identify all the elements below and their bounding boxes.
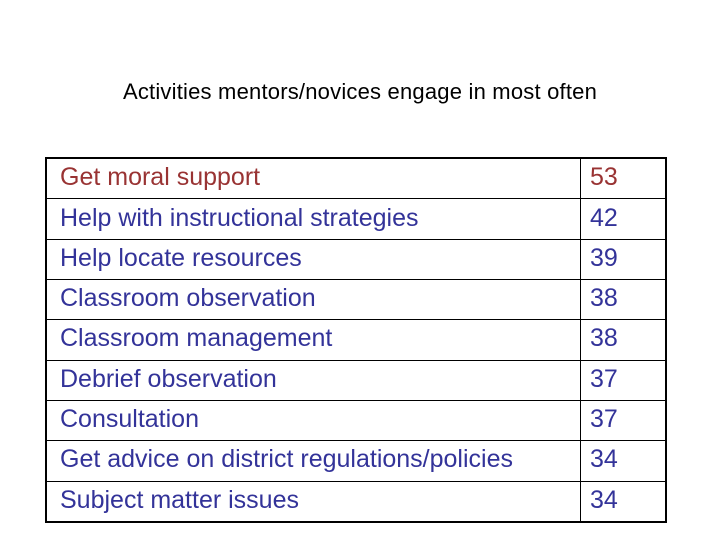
activity-cell: Consultation xyxy=(45,399,581,442)
count-cell: 34 xyxy=(580,480,667,523)
table-row: Get advice on district regulations/polic… xyxy=(45,440,667,482)
table-row: Help with instructional strategies 42 xyxy=(45,198,667,240)
activity-cell: Classroom observation xyxy=(45,279,581,321)
activity-cell: Subject matter issues xyxy=(45,480,581,523)
slide-title: Activities mentors/novices engage in mos… xyxy=(122,79,598,104)
count-cell: 39 xyxy=(580,238,667,281)
table-row: Debrief observation 37 xyxy=(45,359,667,401)
table-row: Classroom observation 38 xyxy=(45,279,667,321)
count-cell: 37 xyxy=(580,359,667,401)
table-row: Help locate resources 39 xyxy=(45,238,667,281)
activity-cell: Classroom management xyxy=(45,319,581,361)
count-cell: 38 xyxy=(580,319,667,361)
count-cell: 37 xyxy=(580,399,667,442)
activity-cell: Get moral support xyxy=(45,157,581,200)
activities-table-body: Get moral support 53 Help with instruction… xyxy=(45,157,667,523)
activity-cell: Debrief observation xyxy=(45,359,581,401)
count-cell: 42 xyxy=(580,198,667,240)
table-row: Consultation 37 xyxy=(45,399,667,442)
activity-cell: Help locate resources xyxy=(45,238,581,281)
table-row: Subject matter issues 34 xyxy=(45,480,667,523)
activities-table: Get moral support 53 Help with instruction… xyxy=(45,157,667,523)
count-cell: 53 xyxy=(580,157,667,200)
activity-cell: Get advice on district regulations/polic… xyxy=(45,440,581,482)
activity-cell: Help with instructional strategies xyxy=(45,198,581,240)
count-cell: 38 xyxy=(580,279,667,321)
table-row: Classroom management 38 xyxy=(45,319,667,361)
count-cell: 34 xyxy=(580,440,667,482)
table-row: Get moral support 53 xyxy=(45,157,667,200)
